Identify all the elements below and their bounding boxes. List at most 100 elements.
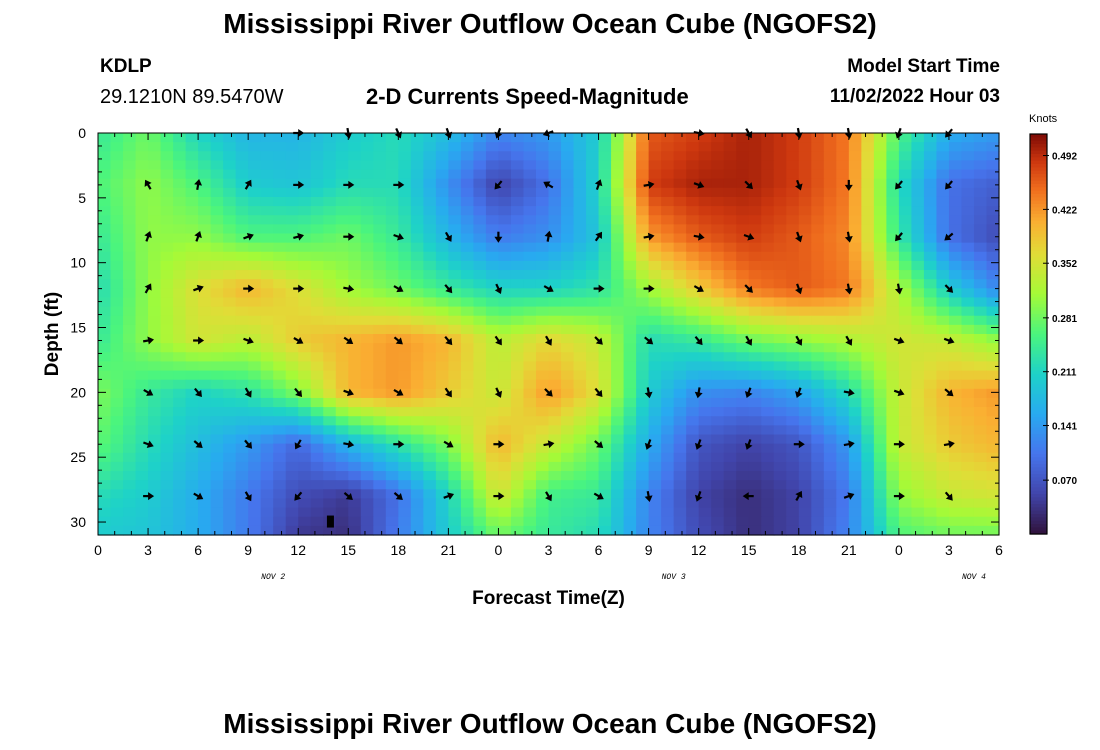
- heatmap-cell: [423, 388, 437, 399]
- heatmap-cell: [698, 343, 712, 353]
- heatmap-cell: [648, 142, 662, 152]
- heatmap-cell: [748, 288, 762, 299]
- heatmap-cell: [961, 416, 975, 426]
- x-tick-label: 0: [495, 542, 503, 558]
- heatmap-cell: [98, 306, 112, 317]
- heatmap-cell: [823, 251, 837, 262]
- heatmap-cell: [423, 306, 437, 317]
- heatmap-cell: [498, 489, 512, 500]
- heatmap-cell: [510, 443, 525, 454]
- heatmap-cell: [561, 370, 575, 381]
- heatmap-cell: [898, 306, 912, 317]
- heatmap-cell: [473, 151, 487, 162]
- heatmap-cell: [661, 425, 675, 436]
- heatmap-cell: [661, 288, 675, 299]
- heatmap-cell: [173, 425, 187, 436]
- heatmap-cell: [485, 397, 500, 408]
- heatmap-cell: [586, 233, 600, 244]
- heatmap-cell: [948, 480, 963, 490]
- heatmap-cell: [748, 224, 762, 235]
- heatmap-cell: [686, 178, 700, 189]
- heatmap-cell: [510, 407, 525, 417]
- heatmap-cell: [410, 279, 424, 289]
- heatmap-cell: [836, 352, 850, 363]
- heatmap-cell: [535, 133, 550, 143]
- heatmap-cell: [686, 315, 700, 326]
- heatmap-cell: [886, 196, 900, 207]
- heatmap-cell: [723, 480, 737, 490]
- heatmap-cell: [598, 525, 612, 536]
- heatmap-cell: [435, 480, 449, 490]
- heatmap-cell: [260, 196, 274, 207]
- heatmap-cell: [623, 343, 637, 353]
- heatmap-cell: [423, 160, 437, 171]
- heatmap-cell: [110, 251, 124, 262]
- colorbar-segment: [1030, 317, 1047, 322]
- heatmap-cell: [598, 196, 612, 207]
- heatmap-cell: [673, 471, 687, 481]
- heatmap-cell: [373, 169, 387, 180]
- heatmap-cell: [285, 370, 299, 381]
- heatmap-cell: [661, 461, 675, 472]
- heatmap-cell: [961, 206, 975, 216]
- heatmap-cell: [460, 178, 475, 189]
- heatmap-cell: [523, 251, 537, 262]
- heatmap-cell: [936, 507, 950, 518]
- heatmap-cell: [761, 379, 775, 390]
- heatmap-cell: [661, 334, 675, 344]
- heatmap-cell: [898, 187, 912, 198]
- heatmap-cell: [410, 443, 424, 454]
- heatmap-cell: [360, 187, 374, 198]
- heatmap-cell: [273, 343, 287, 353]
- heatmap-cell: [298, 498, 312, 509]
- heatmap-cell: [861, 279, 875, 289]
- heatmap-cell: [210, 160, 224, 171]
- heatmap-cell: [160, 233, 174, 244]
- heatmap-cell: [711, 215, 725, 225]
- heatmap-cell: [748, 434, 762, 445]
- heatmap-cell: [748, 196, 762, 207]
- heatmap-cell: [636, 187, 650, 198]
- heatmap-cell: [986, 525, 1000, 536]
- heatmap-cell: [448, 133, 462, 143]
- heatmap-cell: [148, 206, 162, 216]
- heatmap-cell: [248, 452, 262, 463]
- heatmap-cell: [135, 251, 149, 262]
- heatmap-cell: [173, 416, 187, 426]
- heatmap-cell: [385, 242, 399, 253]
- heatmap-cell: [235, 169, 249, 180]
- heatmap-cell: [861, 224, 875, 235]
- heatmap-cell: [673, 388, 687, 399]
- current-arrow: [693, 181, 705, 189]
- heatmap-cell: [360, 480, 374, 490]
- heatmap-cell: [523, 160, 537, 171]
- heatmap-cell: [498, 151, 512, 162]
- heatmap-cell: [798, 260, 812, 271]
- heatmap-cell: [798, 516, 812, 527]
- heatmap-cell: [423, 525, 437, 536]
- heatmap-cell: [160, 270, 174, 280]
- heatmap-cell: [923, 507, 938, 518]
- heatmap-cell: [485, 525, 500, 536]
- heatmap-cell: [698, 352, 712, 363]
- heatmap-cell: [948, 178, 963, 189]
- heatmap-cell: [548, 516, 562, 527]
- heatmap-cell: [98, 489, 112, 500]
- heatmap-cell: [648, 233, 662, 244]
- heatmap-cell: [235, 443, 249, 454]
- heatmap-cell: [223, 233, 237, 244]
- heatmap-cell: [811, 461, 825, 472]
- heatmap-cell: [410, 334, 424, 344]
- heatmap-cell: [623, 334, 637, 344]
- heatmap-cell: [160, 142, 174, 152]
- heatmap-cell: [861, 425, 875, 436]
- heatmap-cell: [823, 215, 837, 225]
- heatmap-cell: [398, 251, 412, 262]
- heatmap-cell: [948, 270, 963, 280]
- heatmap-cell: [798, 343, 812, 353]
- heatmap-cell: [285, 224, 299, 235]
- heatmap-cell: [786, 315, 800, 326]
- current-arrow: [944, 284, 954, 293]
- current-arrow: [544, 388, 553, 397]
- heatmap-cell: [961, 233, 975, 244]
